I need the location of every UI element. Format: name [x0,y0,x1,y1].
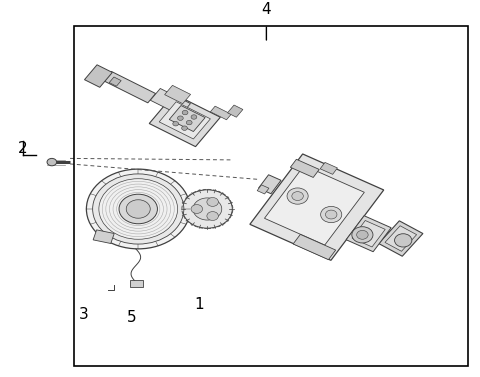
Circle shape [287,188,308,204]
Bar [74,26,468,366]
Polygon shape [352,221,385,247]
Circle shape [119,194,157,224]
Circle shape [181,126,187,130]
Polygon shape [264,166,364,245]
Circle shape [207,211,218,221]
Polygon shape [290,159,319,178]
Polygon shape [149,94,220,147]
Polygon shape [259,175,281,194]
Circle shape [207,198,218,206]
Text: 5: 5 [127,310,137,325]
Circle shape [186,120,192,125]
Circle shape [47,158,57,166]
Polygon shape [159,102,210,139]
Polygon shape [84,65,112,87]
Circle shape [191,205,203,213]
Polygon shape [150,89,191,115]
Circle shape [173,121,179,126]
Circle shape [292,192,303,201]
Circle shape [99,179,178,239]
Bar [130,280,143,287]
Polygon shape [165,85,191,104]
Polygon shape [169,106,205,132]
Polygon shape [379,221,423,256]
Polygon shape [109,77,121,86]
Circle shape [93,174,184,244]
Polygon shape [257,185,269,194]
Polygon shape [210,106,231,120]
Text: 1: 1 [194,297,204,313]
Circle shape [395,234,412,247]
Polygon shape [228,105,243,117]
Circle shape [126,200,150,218]
Circle shape [182,190,232,228]
Circle shape [182,110,188,115]
Circle shape [352,227,373,243]
Circle shape [191,115,197,119]
Circle shape [193,198,222,220]
Circle shape [325,210,337,219]
Polygon shape [293,234,336,260]
Circle shape [357,230,368,239]
Circle shape [321,206,342,223]
Polygon shape [320,162,337,174]
Polygon shape [250,154,384,261]
Text: 2: 2 [18,141,28,156]
Text: 4: 4 [262,2,271,17]
Text: 3: 3 [79,308,89,322]
Polygon shape [385,226,417,251]
Polygon shape [93,230,114,244]
Polygon shape [104,71,156,103]
Circle shape [178,116,183,120]
Polygon shape [346,216,391,252]
Circle shape [86,169,190,249]
